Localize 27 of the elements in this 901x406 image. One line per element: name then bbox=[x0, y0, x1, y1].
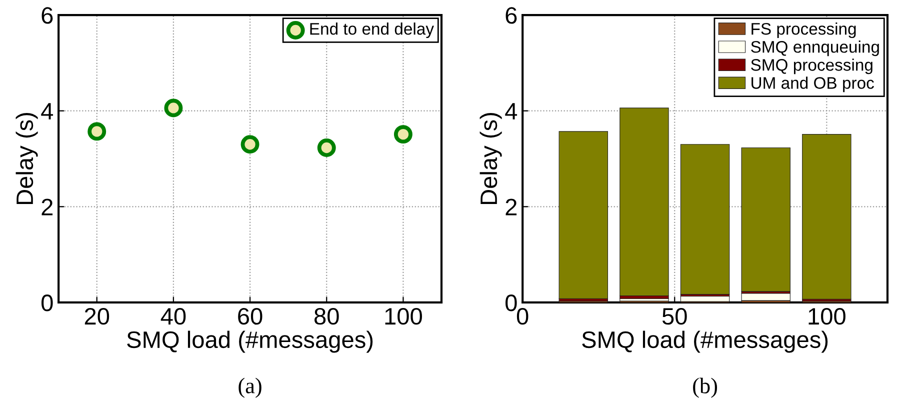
y-tick-label: 0 bbox=[41, 294, 53, 312]
y-tick-label: 2 bbox=[42, 198, 53, 216]
y-tick-label: 0 bbox=[506, 294, 517, 312]
x-tick-label: 80 bbox=[314, 308, 339, 325]
x-tick-label: 100 bbox=[385, 308, 422, 325]
y-tick-label: 4 bbox=[41, 103, 54, 120]
y-tick-label: 6 bbox=[506, 7, 517, 24]
y-tick-label: 2 bbox=[506, 198, 517, 216]
legend-label: End to end delay bbox=[310, 22, 434, 38]
legend-label: UM and OB proc bbox=[752, 76, 874, 92]
y-tick-label: 6 bbox=[42, 7, 53, 24]
x-tick-label: 60 bbox=[238, 308, 262, 325]
y-tick-label: 4 bbox=[505, 103, 518, 120]
x-tick-label: 40 bbox=[160, 308, 186, 325]
x-tick-label: 50 bbox=[662, 308, 687, 325]
legend-label: SMQ processing bbox=[751, 58, 872, 74]
text: (a) bbox=[238, 378, 262, 398]
x-tick-label: 100 bbox=[808, 308, 846, 325]
x-tick-label: 20 bbox=[84, 308, 110, 325]
legend-label: SMQ ennqueuing bbox=[751, 40, 879, 56]
text: (b) bbox=[693, 378, 718, 398]
x-axis-title: SMQ load (#messages) bbox=[127, 330, 373, 353]
x-axis-title: SMQ load (#messages) bbox=[582, 330, 828, 353]
y-axis-title: Delay (s) bbox=[480, 112, 502, 204]
legend-label: FS processing bbox=[752, 22, 856, 38]
x-tick-label: 0 bbox=[516, 308, 528, 325]
y-axis-title: Delay (s) bbox=[16, 112, 38, 204]
